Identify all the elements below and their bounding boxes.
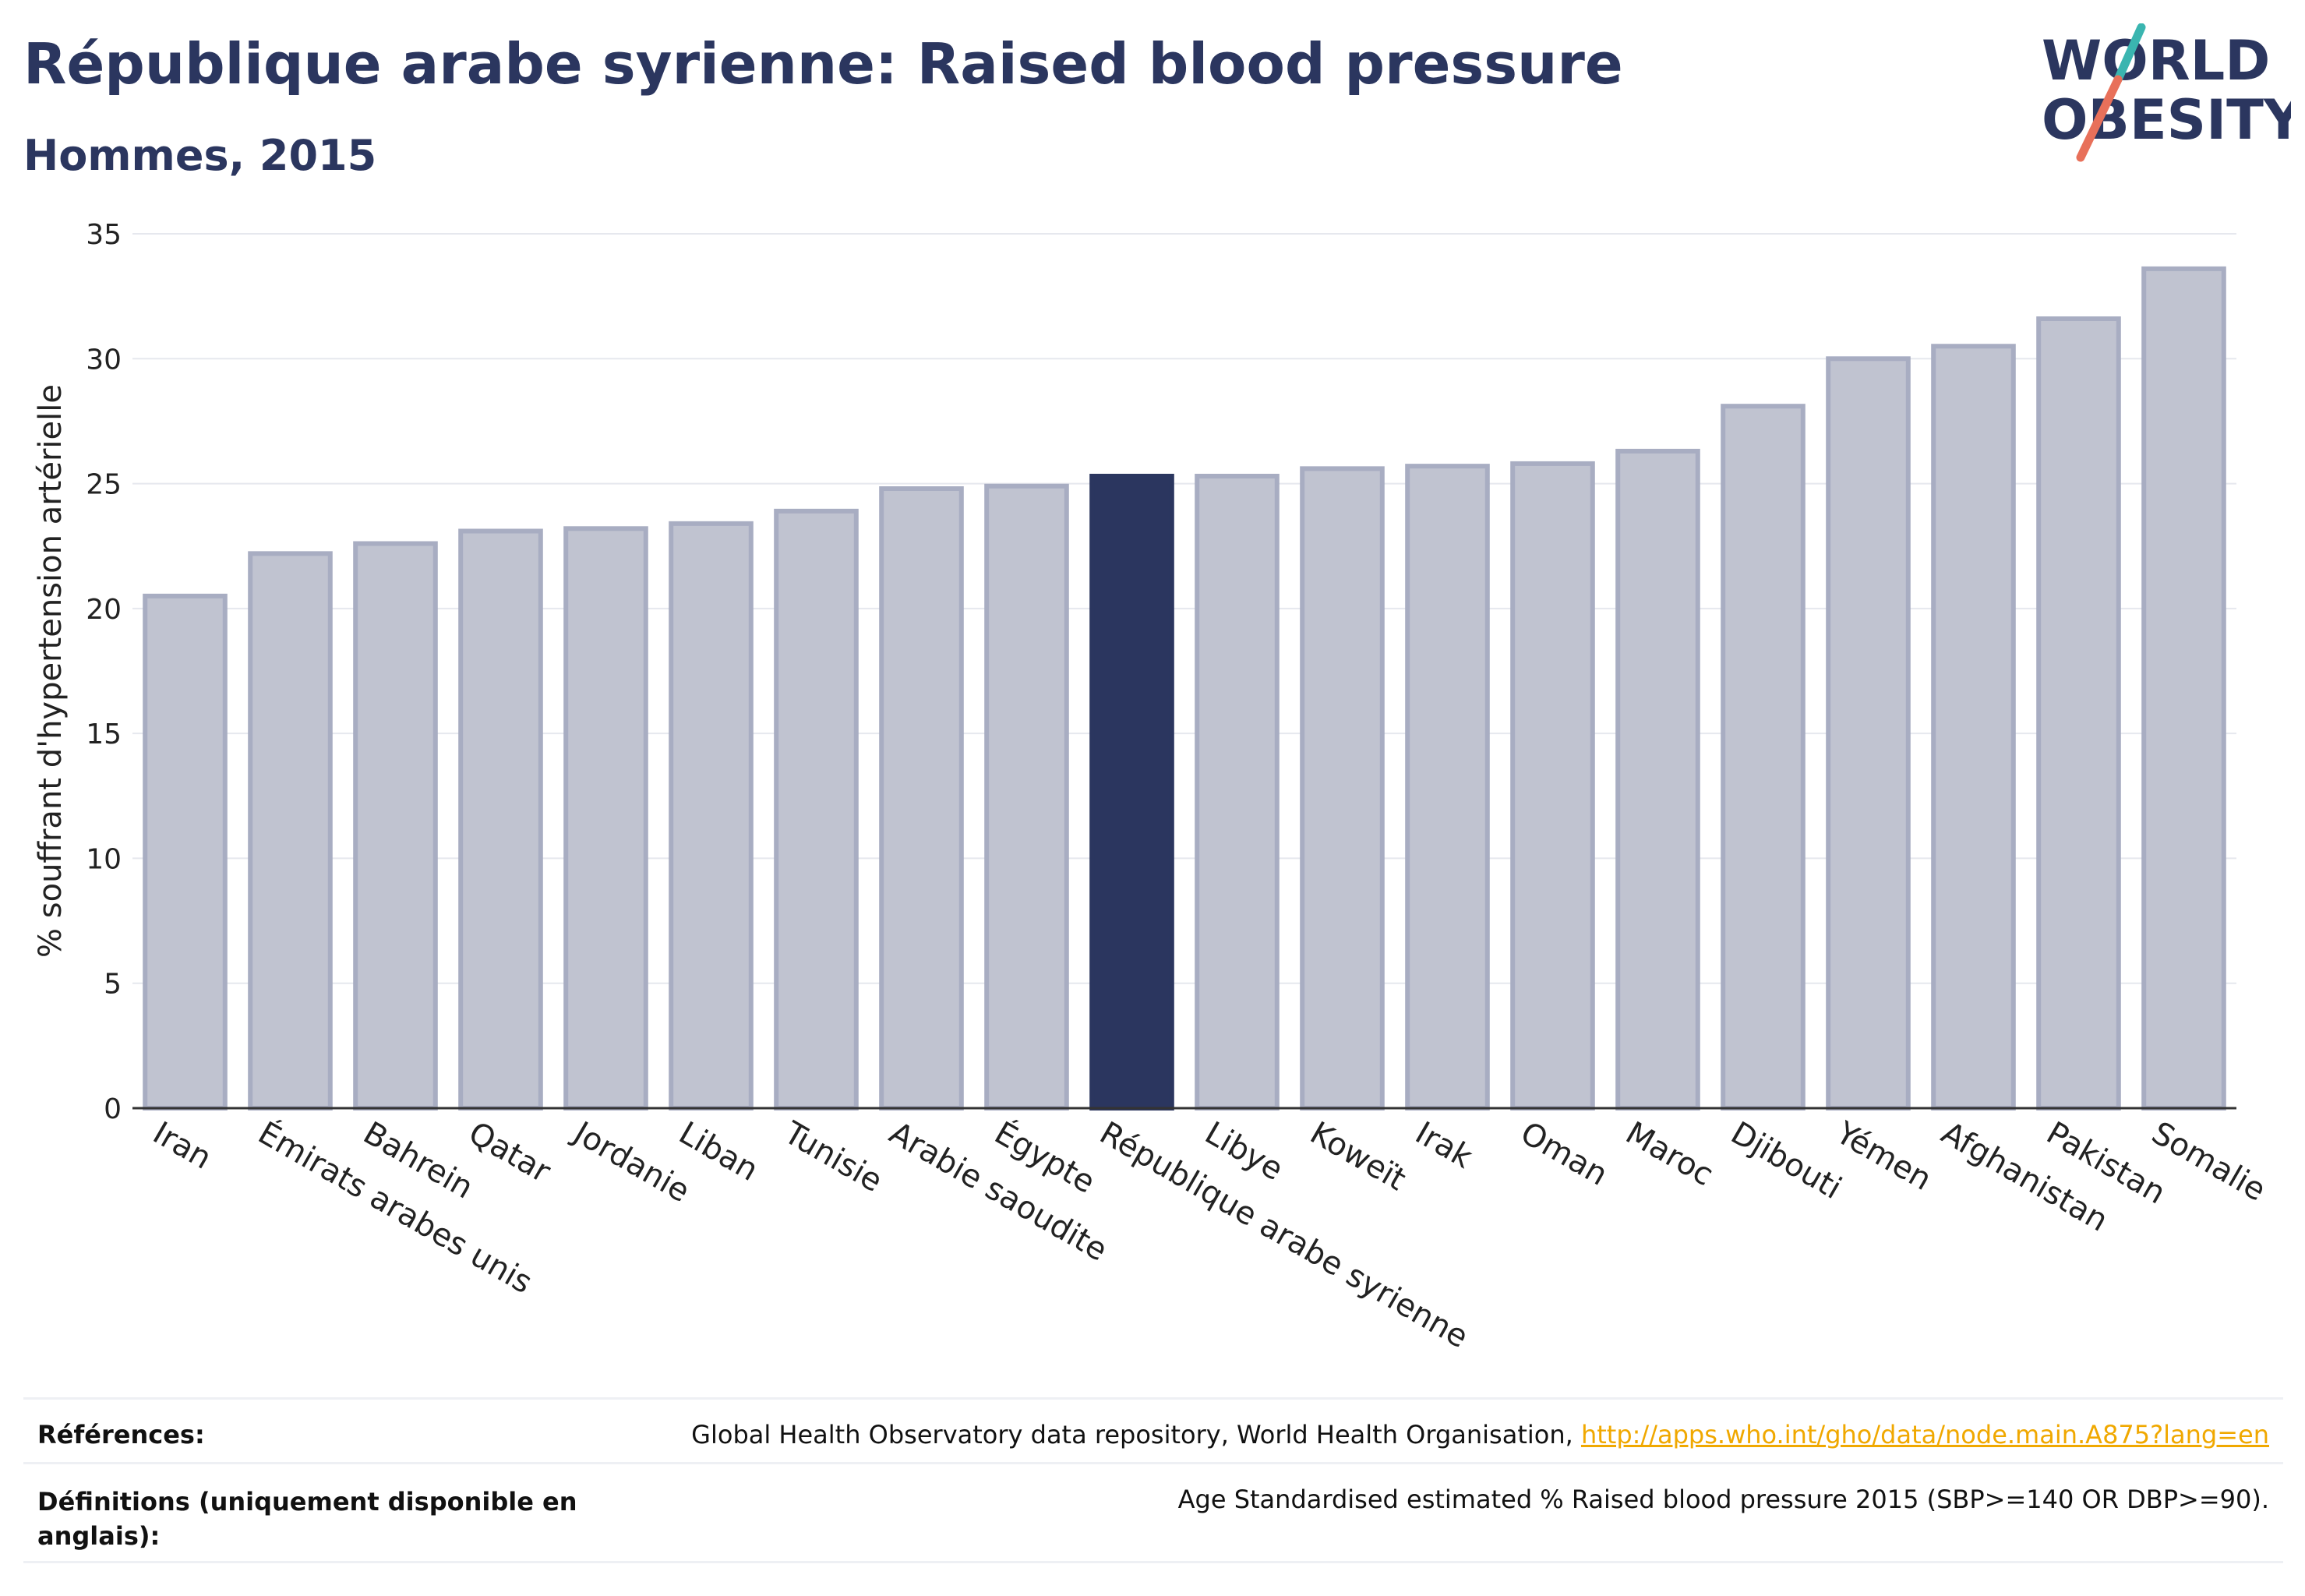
references-row: Références: Global Health Observatory da… — [23, 1420, 2283, 1459]
logo-slash-coral — [2076, 75, 2123, 162]
bar — [458, 528, 543, 1110]
definitions-label-line1: Définitions (uniquement disponible en — [37, 1487, 577, 1517]
bar — [1195, 473, 1280, 1110]
bar — [1510, 461, 1595, 1110]
references-link[interactable]: http://apps.who.int/gho/data/node.main.A… — [1580, 1420, 2269, 1449]
bar — [1405, 464, 1490, 1110]
bar — [2036, 316, 2121, 1111]
bar — [2141, 266, 2226, 1110]
x-category-label: Iran — [147, 1115, 218, 1177]
y-tick-label: 10 — [86, 843, 122, 875]
y-tick-label: 25 — [86, 469, 122, 501]
bar — [774, 508, 859, 1110]
x-category-label: Somalie — [2146, 1115, 2272, 1209]
definitions-text: Age Standardised estimated % Raised bloo… — [1177, 1485, 2269, 1514]
y-tick-label: 30 — [86, 344, 122, 376]
y-tick-label: 0 — [104, 1093, 122, 1125]
footer-divider-top — [23, 1397, 2283, 1400]
bar — [1615, 448, 1700, 1110]
bar — [143, 593, 228, 1110]
bar — [248, 551, 333, 1110]
x-category-label: Yémen — [1830, 1114, 1938, 1198]
bar — [353, 541, 438, 1110]
bar-chart: 0 5 10 15 20 25 30 35 Iran Émirats arabes unisBa… — [33, 219, 2272, 1355]
x-category-label: Irak — [1410, 1115, 1479, 1176]
x-category-label: Maroc — [1620, 1115, 1720, 1193]
bar — [563, 526, 648, 1110]
logo-line2: OBESITY — [2042, 88, 2291, 152]
world-obesity-logo: WORLD OBESITY — [2042, 23, 2291, 162]
x-category-label: Oman — [1515, 1115, 1614, 1193]
page-title: République arabe syrienne: Raised blood … — [23, 31, 1623, 97]
definitions-label: Définitions (uniquement disponible en an… — [37, 1485, 577, 1553]
y-tick-label: 20 — [86, 594, 122, 626]
footer-divider-bottom — [23, 1561, 2283, 1563]
y-tick-label: 15 — [86, 719, 122, 750]
bar — [1089, 473, 1174, 1110]
bar — [879, 486, 964, 1110]
bar — [669, 521, 754, 1110]
y-tick-label: 5 — [104, 969, 122, 1001]
x-category-label: Djibouti — [1725, 1115, 1848, 1206]
footer-divider-middle — [23, 1462, 2283, 1464]
definitions-label-line2: anglais): — [37, 1521, 161, 1551]
x-category-label: Jordanie — [566, 1114, 696, 1209]
bar — [1826, 356, 1911, 1110]
bars — [132, 266, 2236, 1111]
references-value: Global Health Observatory data repositor… — [691, 1420, 2269, 1449]
bar — [1721, 404, 1806, 1110]
page-subtitle: Hommes, 2015 — [23, 131, 377, 180]
y-axis-title: % souffrant d'hypertension artérielle — [33, 384, 69, 958]
logo-line1: WORLD — [2042, 29, 2270, 93]
bar — [1931, 344, 2016, 1110]
bar — [984, 483, 1069, 1110]
definitions-row: Définitions (uniquement disponible en an… — [23, 1485, 2283, 1555]
references-text: Global Health Observatory data repositor… — [691, 1420, 1581, 1449]
logo-slash-teal — [2113, 23, 2146, 84]
y-tick-label: 35 — [86, 219, 122, 251]
x-category-label: Koweït — [1304, 1115, 1412, 1198]
references-label: Références: — [37, 1420, 205, 1449]
bar — [1300, 466, 1385, 1110]
x-category-label: Tunisie — [778, 1114, 888, 1199]
y-axis-ticks: 0 5 10 15 20 25 30 35 — [86, 219, 122, 1125]
grid-lines — [132, 233, 2236, 1109]
x-category-label: République arabe syrienne — [1094, 1115, 1474, 1355]
